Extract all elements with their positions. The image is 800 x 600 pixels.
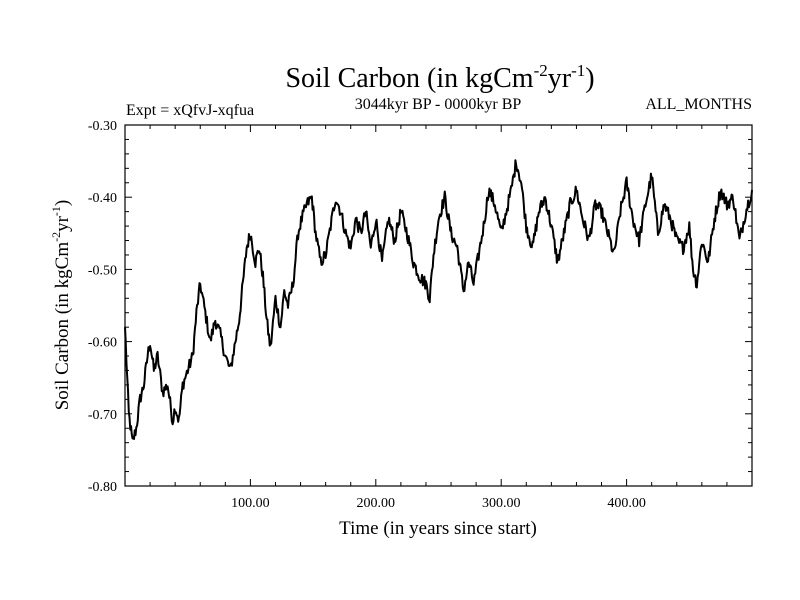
x-tick-label: 400.00	[607, 496, 646, 511]
y-tick-label: -0.60	[88, 336, 117, 351]
y-axis-title-mid: yr	[52, 215, 73, 232]
y-axis-title: Soil Carbon (in kgCm-2yr-1)	[49, 200, 73, 411]
chart-title-sup2: -1	[571, 61, 585, 80]
y-axis: -0.30 -0.40 -0.50 -0.60 -0.70 -0.80	[88, 119, 752, 495]
chart-title-sup1: -2	[534, 61, 548, 80]
x-tick-label: 300.00	[482, 496, 521, 511]
y-tick-label: -0.40	[88, 191, 117, 206]
y-axis-title-end: )	[52, 200, 73, 206]
chart-title-main: Soil Carbon (in kgCm	[285, 63, 533, 94]
time-range-label: 3044kyr BP - 0000kyr BP	[355, 96, 522, 113]
data-series-line	[124, 159, 753, 441]
x-tick-label: 100.00	[231, 496, 270, 511]
y-tick-label: -0.50	[88, 263, 117, 278]
y-axis-title-main: Soil Carbon (in kgCm	[52, 242, 73, 411]
chart-title-mid: yr	[548, 63, 572, 94]
x-axis: 100.00 200.00 300.00 400.00	[231, 125, 646, 511]
x-tick-label: 200.00	[357, 496, 396, 511]
y-tick-label: -0.30	[88, 119, 117, 134]
y-axis-title-sup1: -2	[49, 232, 63, 242]
chart-title: Soil Carbon (in kgCm-2yr-1)	[285, 61, 594, 94]
experiment-label: Expt = xQfvJ-xqfua	[126, 102, 254, 119]
y-axis-title-sup2: -1	[49, 206, 63, 216]
x-axis-title: Time (in years since start)	[339, 518, 537, 539]
plot-frame	[124, 124, 753, 487]
y-tick-label: -0.80	[88, 480, 117, 495]
y-tick-label: -0.70	[88, 408, 117, 423]
months-label: ALL_MONTHS	[645, 96, 752, 113]
minor-ticks	[125, 125, 752, 486]
chart-title-end: )	[585, 63, 594, 94]
